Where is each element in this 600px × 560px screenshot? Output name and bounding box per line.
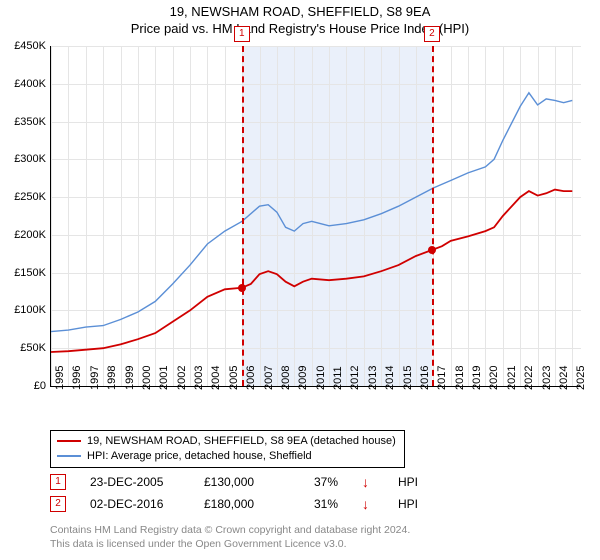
- transaction-row: 1 23-DEC-2005 £130,000 37% ↓ HPI: [50, 474, 418, 490]
- y-axis-label: £0: [34, 380, 46, 392]
- y-axis-label: £200K: [14, 229, 46, 241]
- x-axis-label: 2011: [332, 366, 344, 390]
- transaction-marker: 2: [50, 496, 66, 512]
- x-axis-label: 2022: [523, 366, 535, 390]
- footer-line-1: Contains HM Land Registry data © Crown c…: [50, 523, 410, 537]
- title-line-1: 19, NEWSHAM ROAD, SHEFFIELD, S8 9EA: [0, 4, 600, 21]
- transaction-marker-flag: 2: [424, 26, 440, 42]
- transaction-pct: 31%: [308, 497, 338, 511]
- down-arrow-icon: ↓: [362, 496, 374, 512]
- legend-swatch: [57, 440, 81, 442]
- legend-item: HPI: Average price, detached house, Shef…: [57, 449, 396, 464]
- x-axis-label: 2008: [280, 366, 292, 390]
- legend-item: 19, NEWSHAM ROAD, SHEFFIELD, S8 9EA (det…: [57, 434, 396, 449]
- x-axis-label: 2021: [506, 366, 518, 390]
- transaction-dot: [428, 246, 436, 254]
- legend-label: 19, NEWSHAM ROAD, SHEFFIELD, S8 9EA (det…: [87, 434, 396, 449]
- y-axis-label: £300K: [14, 153, 46, 165]
- legend-swatch: [57, 455, 81, 457]
- down-arrow-icon: ↓: [362, 474, 374, 490]
- transaction-marker-flag: 1: [234, 26, 250, 42]
- x-axis-label: 1998: [106, 366, 118, 390]
- x-axis-label: 1999: [124, 366, 136, 390]
- transaction-pct: 37%: [308, 475, 338, 489]
- x-axis-label: 2006: [245, 366, 257, 390]
- x-axis-label: 2019: [471, 366, 483, 390]
- x-axis-label: 2012: [349, 366, 361, 390]
- x-axis-label: 2014: [384, 366, 396, 390]
- title-line-2: Price paid vs. HM Land Registry's House …: [0, 21, 600, 38]
- x-axis-label: 2020: [488, 366, 500, 390]
- title-block: 19, NEWSHAM ROAD, SHEFFIELD, S8 9EA Pric…: [0, 0, 600, 38]
- x-axis-label: 2023: [541, 366, 553, 390]
- x-axis-label: 2009: [297, 366, 309, 390]
- x-axis-label: 2001: [158, 366, 170, 390]
- x-axis-label: 1995: [54, 366, 66, 390]
- x-axis-label: 2025: [575, 366, 587, 390]
- x-axis-label: 2004: [210, 366, 222, 390]
- x-axis-label: 2007: [263, 366, 275, 390]
- footer: Contains HM Land Registry data © Crown c…: [50, 523, 410, 551]
- y-axis-label: £450K: [14, 40, 46, 52]
- y-axis-label: £100K: [14, 304, 46, 316]
- x-axis-label: 1996: [71, 366, 83, 390]
- x-axis-label: 2016: [419, 366, 431, 390]
- legend: 19, NEWSHAM ROAD, SHEFFIELD, S8 9EA (det…: [50, 430, 405, 468]
- transaction-vs: HPI: [398, 497, 418, 511]
- x-axis-label: 2013: [367, 366, 379, 390]
- transactions-table: 1 23-DEC-2005 £130,000 37% ↓ HPI 2 02-DE…: [50, 474, 418, 518]
- chart-lines: [51, 46, 581, 386]
- y-axis-label: £350K: [14, 116, 46, 128]
- transaction-dot: [238, 284, 246, 292]
- x-axis-label: 2005: [228, 366, 240, 390]
- plot-area: 12: [50, 46, 581, 387]
- x-axis-label: 2018: [454, 366, 466, 390]
- y-axis-label: £150K: [14, 267, 46, 279]
- footer-line-2: This data is licensed under the Open Gov…: [50, 537, 410, 551]
- transaction-marker: 1: [50, 474, 66, 490]
- legend-label: HPI: Average price, detached house, Shef…: [87, 449, 312, 464]
- transaction-row: 2 02-DEC-2016 £180,000 31% ↓ HPI: [50, 496, 418, 512]
- transaction-date: 23-DEC-2005: [90, 475, 180, 489]
- chart: 12 £0£50K£100K£150K£200K£250K£300K£350K£…: [50, 46, 580, 386]
- transaction-vs: HPI: [398, 475, 418, 489]
- x-axis-label: 2015: [402, 366, 414, 390]
- x-axis-label: 2000: [141, 366, 153, 390]
- y-axis-label: £50K: [20, 342, 46, 354]
- y-axis-label: £250K: [14, 191, 46, 203]
- transaction-vline: [242, 46, 244, 386]
- x-axis-label: 2003: [193, 366, 205, 390]
- transaction-vline: [432, 46, 434, 386]
- x-axis-label: 2024: [558, 366, 570, 390]
- series-hpi: [51, 93, 572, 332]
- x-axis-label: 2002: [176, 366, 188, 390]
- x-axis-label: 1997: [89, 366, 101, 390]
- series-property: [51, 190, 572, 352]
- x-axis-label: 2010: [315, 366, 327, 390]
- x-axis-label: 2017: [436, 366, 448, 390]
- y-axis-label: £400K: [14, 78, 46, 90]
- transaction-price: £180,000: [204, 497, 284, 511]
- transaction-date: 02-DEC-2016: [90, 497, 180, 511]
- transaction-price: £130,000: [204, 475, 284, 489]
